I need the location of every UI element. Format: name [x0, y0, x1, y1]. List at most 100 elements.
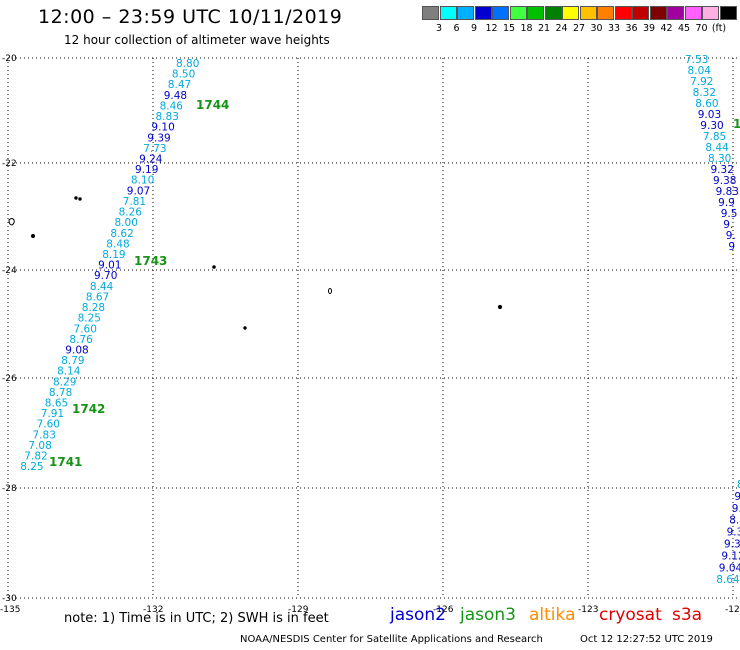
island-mark	[78, 197, 82, 201]
wave-height-label: 8.26	[119, 207, 143, 219]
color-scale-swatch	[544, 6, 562, 20]
wave-height-label: 9	[734, 491, 740, 503]
wave-height-label: 9.24	[139, 153, 163, 165]
wave-height-label: 8.25	[20, 461, 43, 473]
wave-height-label: 8.14	[57, 366, 81, 378]
wave-height-label: 9.12	[721, 550, 740, 562]
wave-height-label: 9.10	[151, 122, 174, 134]
wave-height-label: 7.81	[123, 196, 146, 208]
wave-height-label: 8.44	[90, 281, 114, 293]
wave-height-label: 9.19	[135, 164, 158, 176]
color-scale-tick: (ft)	[711, 23, 727, 34]
wave-height-label: 9	[728, 241, 735, 253]
wave-height-label: 9.04	[719, 562, 740, 574]
wave-height-label: 8.19	[102, 249, 125, 261]
color-scale-swatch	[474, 6, 492, 20]
color-scale-tick: 15	[502, 23, 516, 34]
wave-height-label: 8.44	[705, 142, 729, 154]
rev-label: 1743	[134, 254, 167, 268]
footer-note: note: 1) Time is in UTC; 2) SWH is in fe…	[64, 611, 329, 626]
color-scale-swatch	[702, 6, 719, 20]
lat-label: -24	[2, 266, 17, 276]
island-mark	[31, 234, 35, 238]
color-scale-tick: 30	[590, 23, 603, 34]
wave-height-label: 9.07	[127, 185, 150, 197]
wave-height-label: 8.25	[78, 313, 101, 325]
island-mark	[497, 304, 503, 310]
wave-height-label: 8.83	[156, 111, 179, 123]
island-mark	[243, 326, 247, 330]
wave-height-label: 8.60	[695, 98, 718, 110]
color-scale-swatch	[562, 6, 579, 20]
color-scale-swatch	[684, 6, 702, 20]
credit-line: NOAA/NESDIS Center for Satellite Applica…	[240, 634, 543, 645]
altimeter-track-east-upper: 7.538.047.928.328.609.039.307.858.448.30…	[685, 54, 739, 253]
wave-height-label: 8.79	[61, 355, 84, 367]
color-scale-swatch	[719, 6, 737, 20]
page-subtitle: 12 hour collection of altimeter wave hei…	[64, 33, 330, 47]
color-scale-tick: 6	[453, 23, 460, 34]
color-scale-swatch	[649, 6, 667, 20]
satellite-legend-item: jason2	[390, 605, 446, 625]
wave-height-label: 9.30	[700, 120, 723, 132]
wave-height-label: 8.50	[172, 69, 195, 81]
wave-height-label: 9.39	[147, 132, 170, 144]
color-scale-swatch	[527, 6, 544, 20]
color-scale-swatch	[457, 6, 474, 20]
rev-label-partial: 1	[733, 117, 740, 131]
wave-height-label: 8.76	[69, 334, 93, 346]
generated-timestamp: Oct 12 12:27:52 UTC 2019	[580, 634, 713, 645]
altimeter-track-west: 8.808.508.479.488.468.839.109.397.739.24…	[20, 58, 199, 473]
rev-labels: 1744 1743 1742 1741 1	[49, 98, 740, 469]
wave-height-label: 8	[737, 479, 740, 491]
wave-height-label: 8.47	[168, 79, 191, 91]
color-scale-tick: 70	[695, 23, 708, 34]
wave-height-label: 9.	[723, 219, 733, 231]
wave-height-label: 9.03	[698, 109, 721, 121]
wave-height-label: 9.5	[721, 208, 738, 220]
color-scale-swatch	[597, 6, 614, 20]
color-scale-swatch	[439, 6, 457, 20]
color-scale-tick: 27	[572, 23, 586, 34]
wave-height-label: 9.9	[718, 197, 735, 209]
color-scale-tick: 36	[625, 23, 638, 34]
lon-label: -135	[0, 605, 20, 615]
satellite-legend-item: jason3	[460, 605, 516, 625]
satellite-legend-item: altika	[529, 605, 576, 625]
wave-height-label: 8.80	[176, 58, 199, 70]
wave-height-label: 9.3	[727, 527, 740, 539]
map-gridlines	[7, 57, 740, 599]
island-mark	[8, 218, 15, 226]
color-scale-swatch	[632, 6, 649, 20]
wave-height-label: 8.29	[53, 376, 76, 388]
color-scale-tick: 42	[660, 23, 673, 34]
color-scale-swatch	[667, 6, 684, 20]
lat-label: -20	[2, 54, 17, 64]
lon-label: -126	[433, 605, 454, 615]
color-scale-tick: 21	[537, 23, 551, 34]
wave-height-label: 8.67	[86, 291, 109, 303]
wave-height-label: 7.91	[41, 408, 64, 420]
color-scale-tick: 24	[555, 23, 568, 34]
lat-label: -30	[2, 594, 17, 604]
wave-height-label: 8.30	[708, 153, 731, 165]
lat-label: -22	[2, 159, 17, 169]
color-scale-tick: 9	[470, 23, 478, 34]
wave-height-label: 7.08	[28, 440, 51, 452]
wave-height-label: 7.83	[33, 429, 56, 441]
island-mark	[328, 288, 332, 294]
island-mark	[212, 265, 216, 269]
island-mark	[74, 196, 78, 200]
wave-height-label: 9.48	[164, 90, 187, 102]
satellite-legend-item: cryosat	[599, 605, 662, 625]
wave-height-label: 8.9	[729, 515, 740, 527]
wave-height-label: 7.73	[143, 143, 166, 155]
color-scale-swatch	[422, 6, 439, 20]
wave-height-label: 7.60	[37, 419, 60, 431]
wave-height-label: 8.62	[110, 228, 133, 240]
wave-height-label: 8.65	[45, 398, 68, 410]
wave-height-label: 7.85	[703, 131, 726, 143]
color-scale-tick: 3	[435, 23, 443, 34]
wave-height-label: 9.	[726, 230, 736, 242]
